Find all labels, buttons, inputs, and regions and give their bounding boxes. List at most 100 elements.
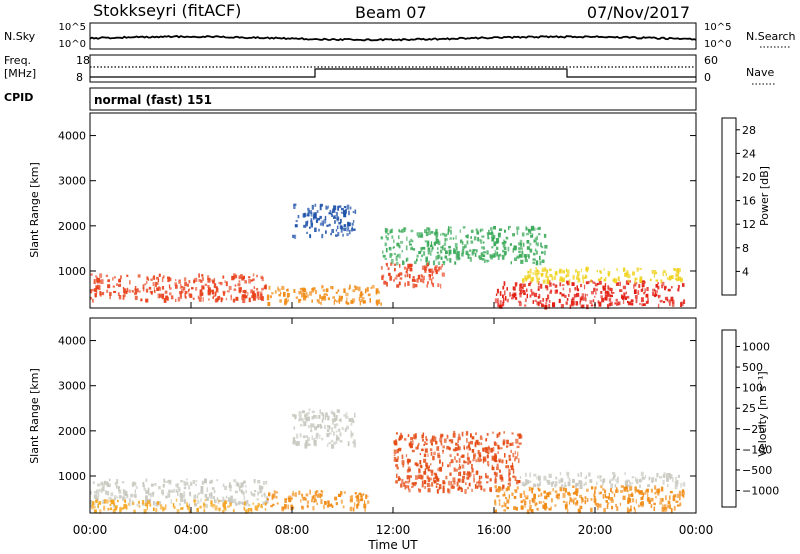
scatter-cell [486, 481, 489, 484]
scatter-cell [307, 443, 311, 446]
scatter-cell [314, 491, 317, 496]
scatter-cell [644, 288, 646, 293]
scatter-cell [334, 417, 338, 421]
scatter-cell [494, 509, 498, 513]
scatter-cell [100, 488, 103, 493]
scatter-cell [425, 465, 428, 470]
scatter-cell [462, 246, 465, 251]
scatter-cell [639, 484, 641, 489]
scatter-cell [638, 284, 641, 288]
scatter-cell [422, 246, 426, 250]
scatter-cell [524, 259, 528, 263]
scatter-cell [209, 480, 212, 484]
scatter-cell [430, 231, 434, 234]
scatter-cell [512, 292, 515, 296]
scatter-cell [595, 291, 597, 295]
scatter-cell [534, 248, 537, 252]
scatter-cell [530, 227, 533, 232]
scatter-cell [148, 493, 151, 496]
scatter-cell [610, 287, 613, 291]
scatter-cell [238, 487, 241, 491]
scatter-cell [519, 293, 522, 298]
scatter-cell [537, 487, 540, 490]
scatter-cell [627, 282, 630, 285]
scatter-cell [486, 250, 489, 255]
scatter-cell [238, 275, 241, 280]
scatter-cell [494, 499, 497, 504]
scatter-cell [566, 298, 569, 301]
scatter-cell [574, 287, 577, 291]
scatter-cell [114, 481, 118, 486]
scatter-cell [117, 292, 120, 296]
scatter-cell [533, 493, 536, 498]
scatter-cell [159, 293, 162, 298]
scatter-cell [326, 443, 329, 448]
scatter-cell [266, 498, 269, 501]
scatter-cell [501, 459, 504, 464]
scatter-cell [562, 287, 565, 291]
scatter-cell [486, 259, 488, 263]
scatter-cell [534, 503, 537, 507]
scatter-cell [496, 238, 500, 243]
scatter-cell [310, 222, 313, 228]
scatter-cell [98, 488, 101, 492]
scatter-cell [537, 277, 540, 281]
scatter-cell [170, 295, 174, 300]
scatter-cell [654, 492, 657, 495]
scatter-cell [312, 494, 316, 499]
scatter-cell [422, 275, 425, 281]
scatter-cell [329, 432, 332, 435]
nsky-label: N.Sky [4, 30, 36, 43]
scatter-cell [566, 280, 570, 286]
scatter-cell [438, 266, 440, 272]
scatter-cell [497, 298, 499, 304]
scatter-cell [330, 503, 333, 506]
scatter-cell [505, 445, 509, 448]
scatter-cell [614, 278, 618, 284]
scatter-cell [677, 276, 681, 281]
scatter-cell [506, 287, 508, 291]
scatter-cell [279, 292, 282, 295]
scatter-cell [245, 489, 247, 494]
scatter-cell [183, 500, 186, 504]
scatter-cell [490, 447, 493, 453]
scatter-cell [473, 453, 477, 457]
scatter-cell [499, 474, 503, 480]
scatter-cell [544, 244, 548, 249]
scatter-cell [353, 442, 356, 448]
scatter-cell [559, 292, 562, 295]
scatter-cell [575, 492, 578, 497]
scatter-cell [436, 446, 440, 451]
scatter-cell [445, 250, 448, 254]
scatter-cell [90, 500, 92, 504]
scatter-cell [609, 481, 611, 484]
scatter-cell [312, 287, 316, 291]
scatter-cell [224, 280, 226, 283]
y-tick-label: 2000 [58, 220, 86, 233]
scatter-cell [153, 275, 156, 280]
scatter-cell [442, 480, 445, 485]
scatter-cell [286, 292, 290, 297]
nave-tick-bottom: 0 [704, 71, 711, 84]
scatter-cell [300, 290, 303, 294]
scatter-cell [389, 276, 392, 281]
freq-label: Freq. [4, 54, 31, 67]
scatter-cell [466, 446, 468, 450]
scatter-cell [509, 243, 512, 246]
scatter-cell [409, 273, 411, 279]
scatter-cell [447, 488, 451, 494]
scatter-cell [305, 221, 308, 226]
scatter-cell [607, 272, 610, 277]
scatter-cell [412, 276, 415, 279]
scatter-cell [543, 501, 545, 504]
scatter-cell [316, 299, 320, 303]
cpid-frame [89, 87, 697, 111]
scatter-cell [516, 255, 520, 259]
scatter-cell [420, 465, 423, 468]
scatter-cell [554, 271, 558, 276]
x-tick-label: 00:00 [73, 523, 108, 537]
scatter-cell [524, 472, 527, 477]
scatter-cell [362, 300, 365, 304]
scatter-cell [525, 278, 528, 282]
scatter-cell [443, 438, 447, 443]
